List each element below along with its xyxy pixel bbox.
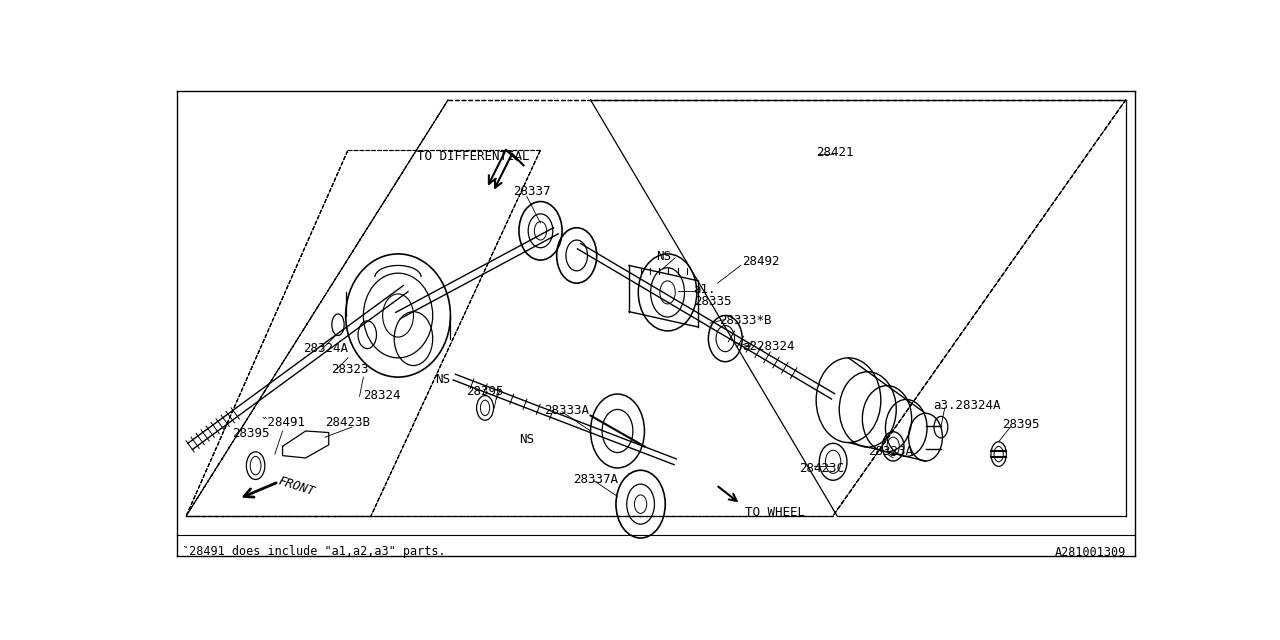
Text: 28323: 28323 bbox=[332, 364, 369, 376]
Text: 28337A: 28337A bbox=[573, 474, 618, 486]
Text: NS: NS bbox=[435, 373, 451, 387]
Text: 28395: 28395 bbox=[1002, 418, 1039, 431]
Text: a3.28324A: a3.28324A bbox=[933, 399, 1001, 412]
Text: ‶28491 does include "a1,a2,a3" parts.: ‶28491 does include "a1,a2,a3" parts. bbox=[183, 545, 445, 558]
Text: 28421: 28421 bbox=[817, 146, 854, 159]
Text: NS: NS bbox=[657, 250, 671, 263]
Text: NS: NS bbox=[518, 433, 534, 445]
Text: 28335: 28335 bbox=[695, 294, 732, 308]
Text: 28423B: 28423B bbox=[325, 415, 370, 429]
Text: 28333A: 28333A bbox=[544, 404, 589, 417]
Text: TO WHEEL: TO WHEEL bbox=[745, 506, 805, 518]
Text: 28323A: 28323A bbox=[869, 445, 914, 458]
Text: 28324: 28324 bbox=[364, 388, 401, 402]
Text: 28333*B: 28333*B bbox=[719, 314, 772, 327]
Text: A281001309: A281001309 bbox=[1055, 547, 1125, 559]
Text: a1.: a1. bbox=[692, 283, 716, 296]
Text: 28395: 28395 bbox=[466, 385, 503, 398]
Text: ‶28491: ‶28491 bbox=[260, 415, 305, 429]
Text: 28395: 28395 bbox=[233, 427, 270, 440]
Text: 28337: 28337 bbox=[513, 184, 550, 198]
Text: a228324: a228324 bbox=[742, 340, 795, 353]
Text: TO DIFFERENTIAL: TO DIFFERENTIAL bbox=[417, 150, 530, 163]
Text: 28492: 28492 bbox=[742, 255, 780, 268]
Text: FRONT: FRONT bbox=[276, 475, 316, 499]
Text: 28423C: 28423C bbox=[799, 462, 845, 475]
Text: 28324A: 28324A bbox=[303, 342, 348, 355]
